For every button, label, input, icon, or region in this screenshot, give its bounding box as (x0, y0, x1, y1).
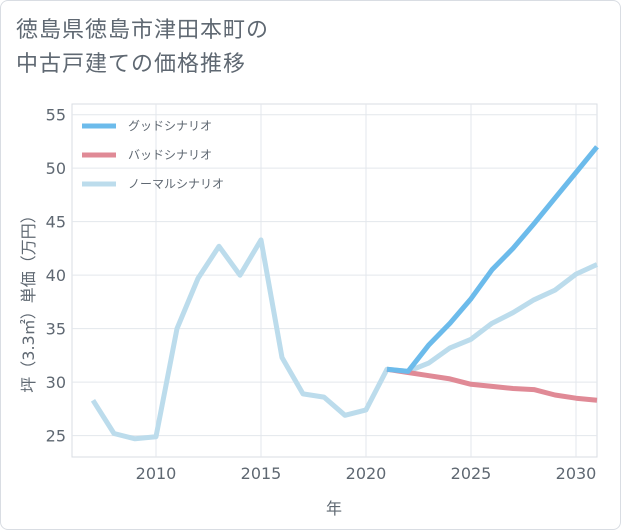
legend-label-1: バッドシナリオ (128, 148, 212, 162)
y-tick-labels: 25 30 35 40 45 50 55 (46, 106, 66, 446)
y-axis-label: 坪（3.3㎡）単価（万円） (19, 207, 38, 392)
y-tick-35: 35 (46, 320, 66, 339)
series-line-2 (90, 237, 599, 442)
chart-title-line-2: 中古戸建ての価格推移 (16, 52, 247, 77)
series-lines (90, 145, 599, 442)
chart-title: 徳島県徳島市津田本町の 中古戸建ての価格推移 (16, 14, 576, 82)
y-tick-40: 40 (46, 266, 66, 285)
x-tick-labels: 2010 2015 2020 2025 2030 (136, 464, 597, 483)
y-tick-50: 50 (46, 159, 66, 178)
legend-label-0: グッドシナリオ (128, 119, 212, 133)
y-tick-25: 25 (46, 427, 66, 446)
y-tick-30: 30 (46, 373, 66, 392)
x-tick-2015: 2015 (241, 464, 282, 483)
chart-title-line-1: 徳島県徳島市津田本町の (16, 18, 270, 43)
x-tick-2025: 2025 (451, 464, 492, 483)
series-line-1 (386, 366, 598, 403)
grid-lines (72, 104, 597, 457)
x-axis-label: 年 (326, 499, 342, 518)
x-tick-2010: 2010 (136, 464, 177, 483)
y-tick-45: 45 (46, 213, 66, 232)
plot-area (71, 103, 598, 458)
y-tick-55: 55 (46, 106, 66, 125)
legend-label-2: ノーマルシナリオ (128, 177, 224, 191)
x-tick-2030: 2030 (556, 464, 597, 483)
series-line-0 (386, 145, 599, 374)
x-tick-2020: 2020 (346, 464, 387, 483)
